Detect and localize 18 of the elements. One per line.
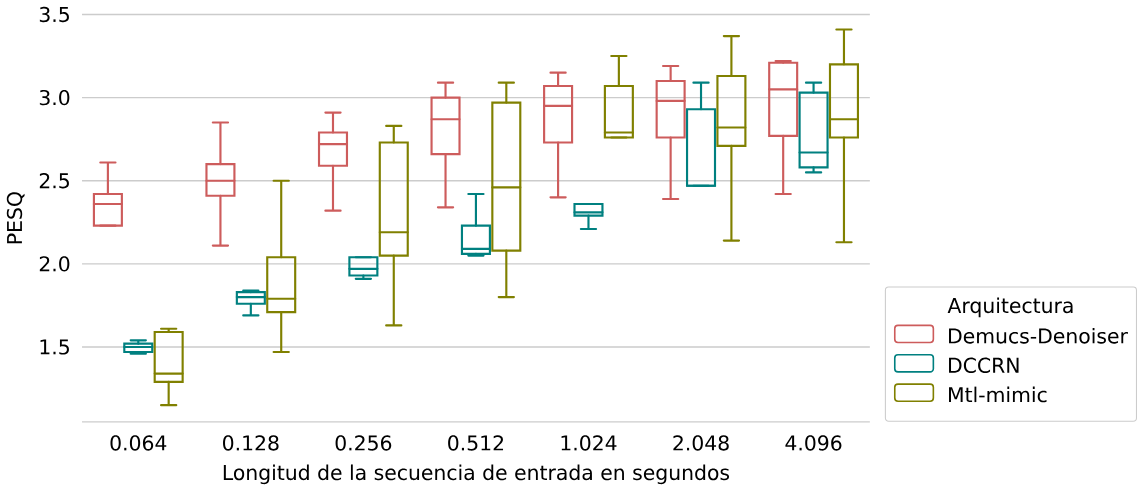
legend-label: DCCRN — [949, 357, 1019, 374]
legend-label: Demucs-Denoiser — [949, 327, 1128, 344]
legend-title: Arquitectura — [947, 297, 1073, 318]
x-tick-label: 0.256 — [335, 435, 392, 451]
x-tick-label: 2.048 — [673, 435, 729, 451]
x-tick-label: 4.096 — [785, 435, 842, 451]
legend-label: Mtl-mimic — [949, 386, 1047, 403]
y-tick-label: 3.5 — [39, 6, 69, 23]
y-tick-label: 2.0 — [39, 256, 70, 272]
x-tick-label: 0.512 — [448, 435, 504, 451]
y-axis-title: PESQ — [6, 192, 25, 244]
y-tick-label: 2.5 — [39, 173, 69, 189]
y-tick-label: 1.5 — [40, 339, 69, 355]
y-tick-label: 3.0 — [39, 89, 70, 106]
x-axis-title: Longitud de la secuencia de entrada en segundos — [223, 464, 730, 485]
x-tick-label: 1.024 — [561, 435, 617, 451]
x-tick-label: 0.064 — [110, 435, 167, 451]
x-tick-label: 0.128 — [223, 435, 279, 451]
